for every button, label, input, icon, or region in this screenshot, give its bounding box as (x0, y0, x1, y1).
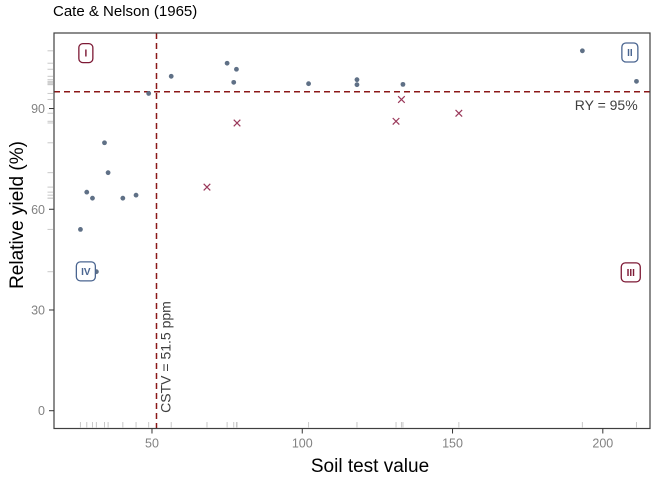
data-point-cross (392, 117, 400, 126)
data-point-circle (224, 60, 230, 66)
quadrant-label-iii: III (627, 268, 636, 279)
data-point-circle (400, 81, 406, 87)
y-tick-label: 0 (38, 404, 45, 418)
data-point-circle (90, 195, 95, 201)
data-point-circle (105, 170, 111, 176)
quadrant-label-i: I (84, 49, 87, 60)
data-point-cross (203, 183, 211, 191)
data-point-circle (133, 192, 139, 198)
data-point-cross (233, 119, 241, 127)
y-tick-label: 60 (31, 203, 45, 217)
data-point-circle (231, 79, 237, 85)
data-point-circle (120, 195, 126, 201)
x-tick-label: 200 (592, 437, 613, 451)
data-point-circle (234, 66, 239, 72)
quadrant-label-ii: II (627, 48, 633, 59)
y-tick-label: 30 (31, 303, 45, 317)
data-point-circle (354, 82, 360, 88)
y-axis-title: Relative yield (%) (7, 141, 28, 289)
data-point-circle (78, 227, 83, 232)
quadrant-badge-i (78, 42, 94, 64)
data-point-circle (168, 73, 174, 79)
x-tick-label: 100 (292, 437, 313, 451)
cstv-annotation: CSTV = 51.5 ppm (158, 301, 174, 413)
panel-border (53, 32, 651, 430)
quadrant-badge-iv (75, 261, 97, 282)
quadrant-label-iv: IV (81, 267, 91, 278)
data-point-circle (306, 81, 311, 87)
data-point-cross (397, 95, 406, 104)
data-point-circle (102, 140, 107, 146)
quadrant-badge-iii (620, 262, 641, 283)
data-point-circle (634, 78, 639, 84)
y-tick-label: 90 (31, 102, 45, 116)
data-point-circle (354, 77, 360, 83)
data-point-circle (579, 48, 585, 54)
x-axis-title: Soil test value (310, 456, 430, 477)
x-tick-label: 50 (145, 437, 159, 451)
data-point-circle (146, 91, 152, 96)
ry-annotation: RY = 95% (575, 97, 638, 113)
quadrant-badge-ii (621, 42, 639, 63)
chart-title: Cate & Nelson (1965) (53, 3, 198, 20)
x-tick-label: 150 (442, 437, 463, 451)
data-point-circle (84, 189, 90, 195)
data-point-cross (455, 109, 463, 117)
